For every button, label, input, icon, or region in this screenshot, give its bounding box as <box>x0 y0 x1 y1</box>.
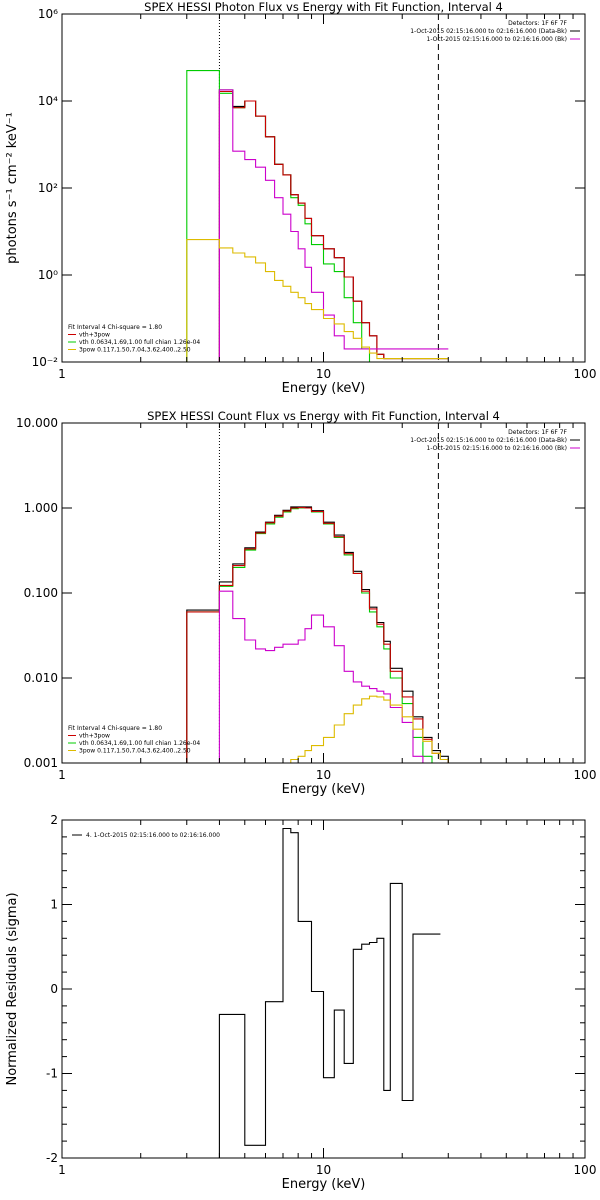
legend-entry: vth+3pow <box>79 332 110 339</box>
x-tick-label: 10 <box>316 367 331 381</box>
y-tick-label: 2 <box>50 813 58 827</box>
x-axis-label: Energy (keV) <box>282 381 366 396</box>
series-group <box>186 70 449 362</box>
y-tick-label: -2 <box>46 1151 58 1165</box>
legend-entry: vth+3pow <box>79 733 110 740</box>
x-tick-label: 100 <box>574 768 597 782</box>
y-tick-label: 10⁶ <box>38 7 58 21</box>
legend-entry: 1-Oct-2015 02:15:16.000 to 02:16:16.000 … <box>410 437 567 444</box>
series-line-1 <box>218 827 441 1158</box>
legend-entry: Detectors: 1F 6F 7F <box>508 20 567 27</box>
x-axis-label: Energy (keV) <box>282 1177 366 1192</box>
legend-entry: vth 0.0634,1.69,1.00 full chian 1.26e-04 <box>79 740 200 747</box>
x-tick-label: 10 <box>316 768 331 782</box>
x-tick-label: 1 <box>58 768 66 782</box>
y-tick-label: 0.010 <box>24 671 58 685</box>
y-tick-label: 10⁴ <box>38 94 58 108</box>
legend-entry: Fit Interval 4 Chi-square = 1.80 <box>68 324 162 331</box>
series-group <box>186 506 463 763</box>
series-line-4 <box>218 590 463 763</box>
legend-entry: vth 0.0634,1.69,1.00 full chian 1.26e-04 <box>79 339 200 346</box>
legend-entry: Detectors: 1F 6F 7F <box>508 429 567 436</box>
x-tick-label: 1 <box>58 1163 66 1177</box>
y-tick-label: 0.001 <box>24 756 58 770</box>
series-line-3 <box>218 90 449 362</box>
y-axis-label: Normalized Residuals (sigma) <box>5 892 20 1085</box>
x-tick-label: 1 <box>58 367 66 381</box>
y-axis-label: photons s⁻¹ cm⁻² keV⁻¹ <box>5 112 20 264</box>
series-line-4 <box>218 89 449 362</box>
x-tick-label: 10 <box>316 1163 331 1177</box>
y-tick-label: 0 <box>50 982 58 996</box>
series-line-5 <box>186 239 449 362</box>
plot-frame <box>61 422 586 764</box>
x-axis-label: Energy (keV) <box>282 782 366 797</box>
y-tick-label: 10.000 <box>16 416 58 430</box>
legend-entry: 1-Oct-2015 02:15:16.000 to 02:16:16.000 … <box>410 28 567 35</box>
series-line-2 <box>186 506 463 763</box>
panel-2: SPEX HESSI Count Flux vs Energy with Fit… <box>16 409 596 797</box>
y-tick-label: 10² <box>38 181 58 195</box>
y-tick-label: 0.100 <box>24 586 58 600</box>
chart-title: SPEX HESSI Photon Flux vs Energy with Fi… <box>144 0 503 14</box>
y-tick-label: -1 <box>46 1067 58 1081</box>
plot-frame <box>61 819 586 1159</box>
x-tick-label: 100 <box>574 367 597 381</box>
x-tick-label: 100 <box>574 1163 597 1177</box>
legend-entry: Fit Interval 4 Chi-square = 1.80 <box>68 725 162 732</box>
legend-entry: 1-Oct-2015 02:15:16.000 to 02:16:16.000 … <box>427 445 568 452</box>
series-line-3 <box>186 507 463 763</box>
y-tick-label: 1 <box>50 898 58 912</box>
panel-3: 1 10 100 -2 -1 0 1 2 Energy (keV) Normalized Resi… <box>5 813 596 1192</box>
y-tick-label: 10⁻² <box>32 355 59 369</box>
chart-title: SPEX HESSI Count Flux vs Energy with Fit… <box>147 409 500 423</box>
series-line-1 <box>186 507 463 763</box>
legend-entry: 1-Oct-2015 02:15:16.000 to 02:16:16.000 … <box>427 36 568 43</box>
legend-entry: 3pow 0.117,1.50,7.04,3.62,400.,2.50 <box>79 748 191 755</box>
legend-entry: 4. 1-Oct-2015 02:15:16.000 to 02:16:16.0… <box>86 832 220 839</box>
series-line-5 <box>283 695 463 763</box>
y-tick-label: 1.000 <box>24 501 58 515</box>
panel-1: SPEX HESSI Photon Flux vs Energy with Fi… <box>5 0 596 396</box>
series-line-1 <box>186 70 371 362</box>
series-group <box>218 827 441 1158</box>
legend-entry: 3pow 0.117,1.50,7.04,3.62,400.,2.50 <box>79 347 191 354</box>
y-tick-label: 10⁰ <box>38 268 58 282</box>
